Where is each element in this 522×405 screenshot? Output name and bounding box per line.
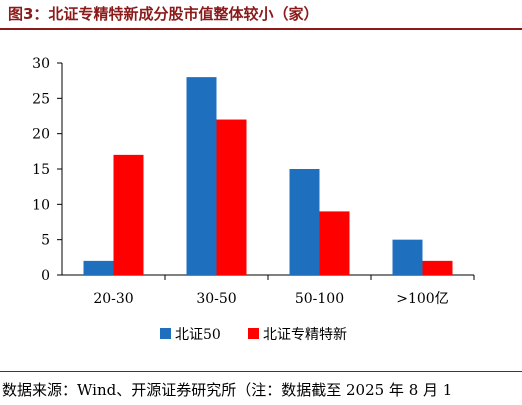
bar-zhuanjingtexin [113,154,144,275]
bar-zhuanjingtexin [216,119,247,276]
legend-label: 北证50 [175,327,221,343]
source-note: 数据来源：Wind、开源证券研究所（注：数据截至 2025 年 8 月 1 [2,381,453,399]
y-tick-label: 30 [32,56,50,72]
x-tick-label: >100亿 [396,291,448,307]
x-tick-label: 30-50 [196,291,236,307]
y-tick-label: 10 [32,197,50,213]
title-rule [0,28,522,30]
bar-beizheng50 [289,169,320,275]
bar-zhuanjingtexin [319,211,350,275]
x-tick-label: 20-30 [93,291,133,307]
figure-title: 图3：北证专精特新成分股市值整体较小（家） [8,5,319,23]
footer-rule [0,371,522,372]
bar-beizheng50 [186,77,217,275]
y-tick-label: 15 [32,162,50,178]
legend-swatch [248,328,259,339]
legend-swatch [160,328,171,339]
legend-label: 北证专精特新 [263,327,347,343]
bar-beizheng50 [83,260,114,275]
y-tick-label: 25 [32,91,50,107]
bar-zhuanjingtexin [422,260,453,275]
x-tick-label: 50-100 [295,291,344,307]
y-tick-label: 5 [41,233,50,249]
bar-beizheng50 [392,239,423,275]
y-tick-label: 20 [32,127,50,143]
y-tick-label: 0 [41,268,50,284]
